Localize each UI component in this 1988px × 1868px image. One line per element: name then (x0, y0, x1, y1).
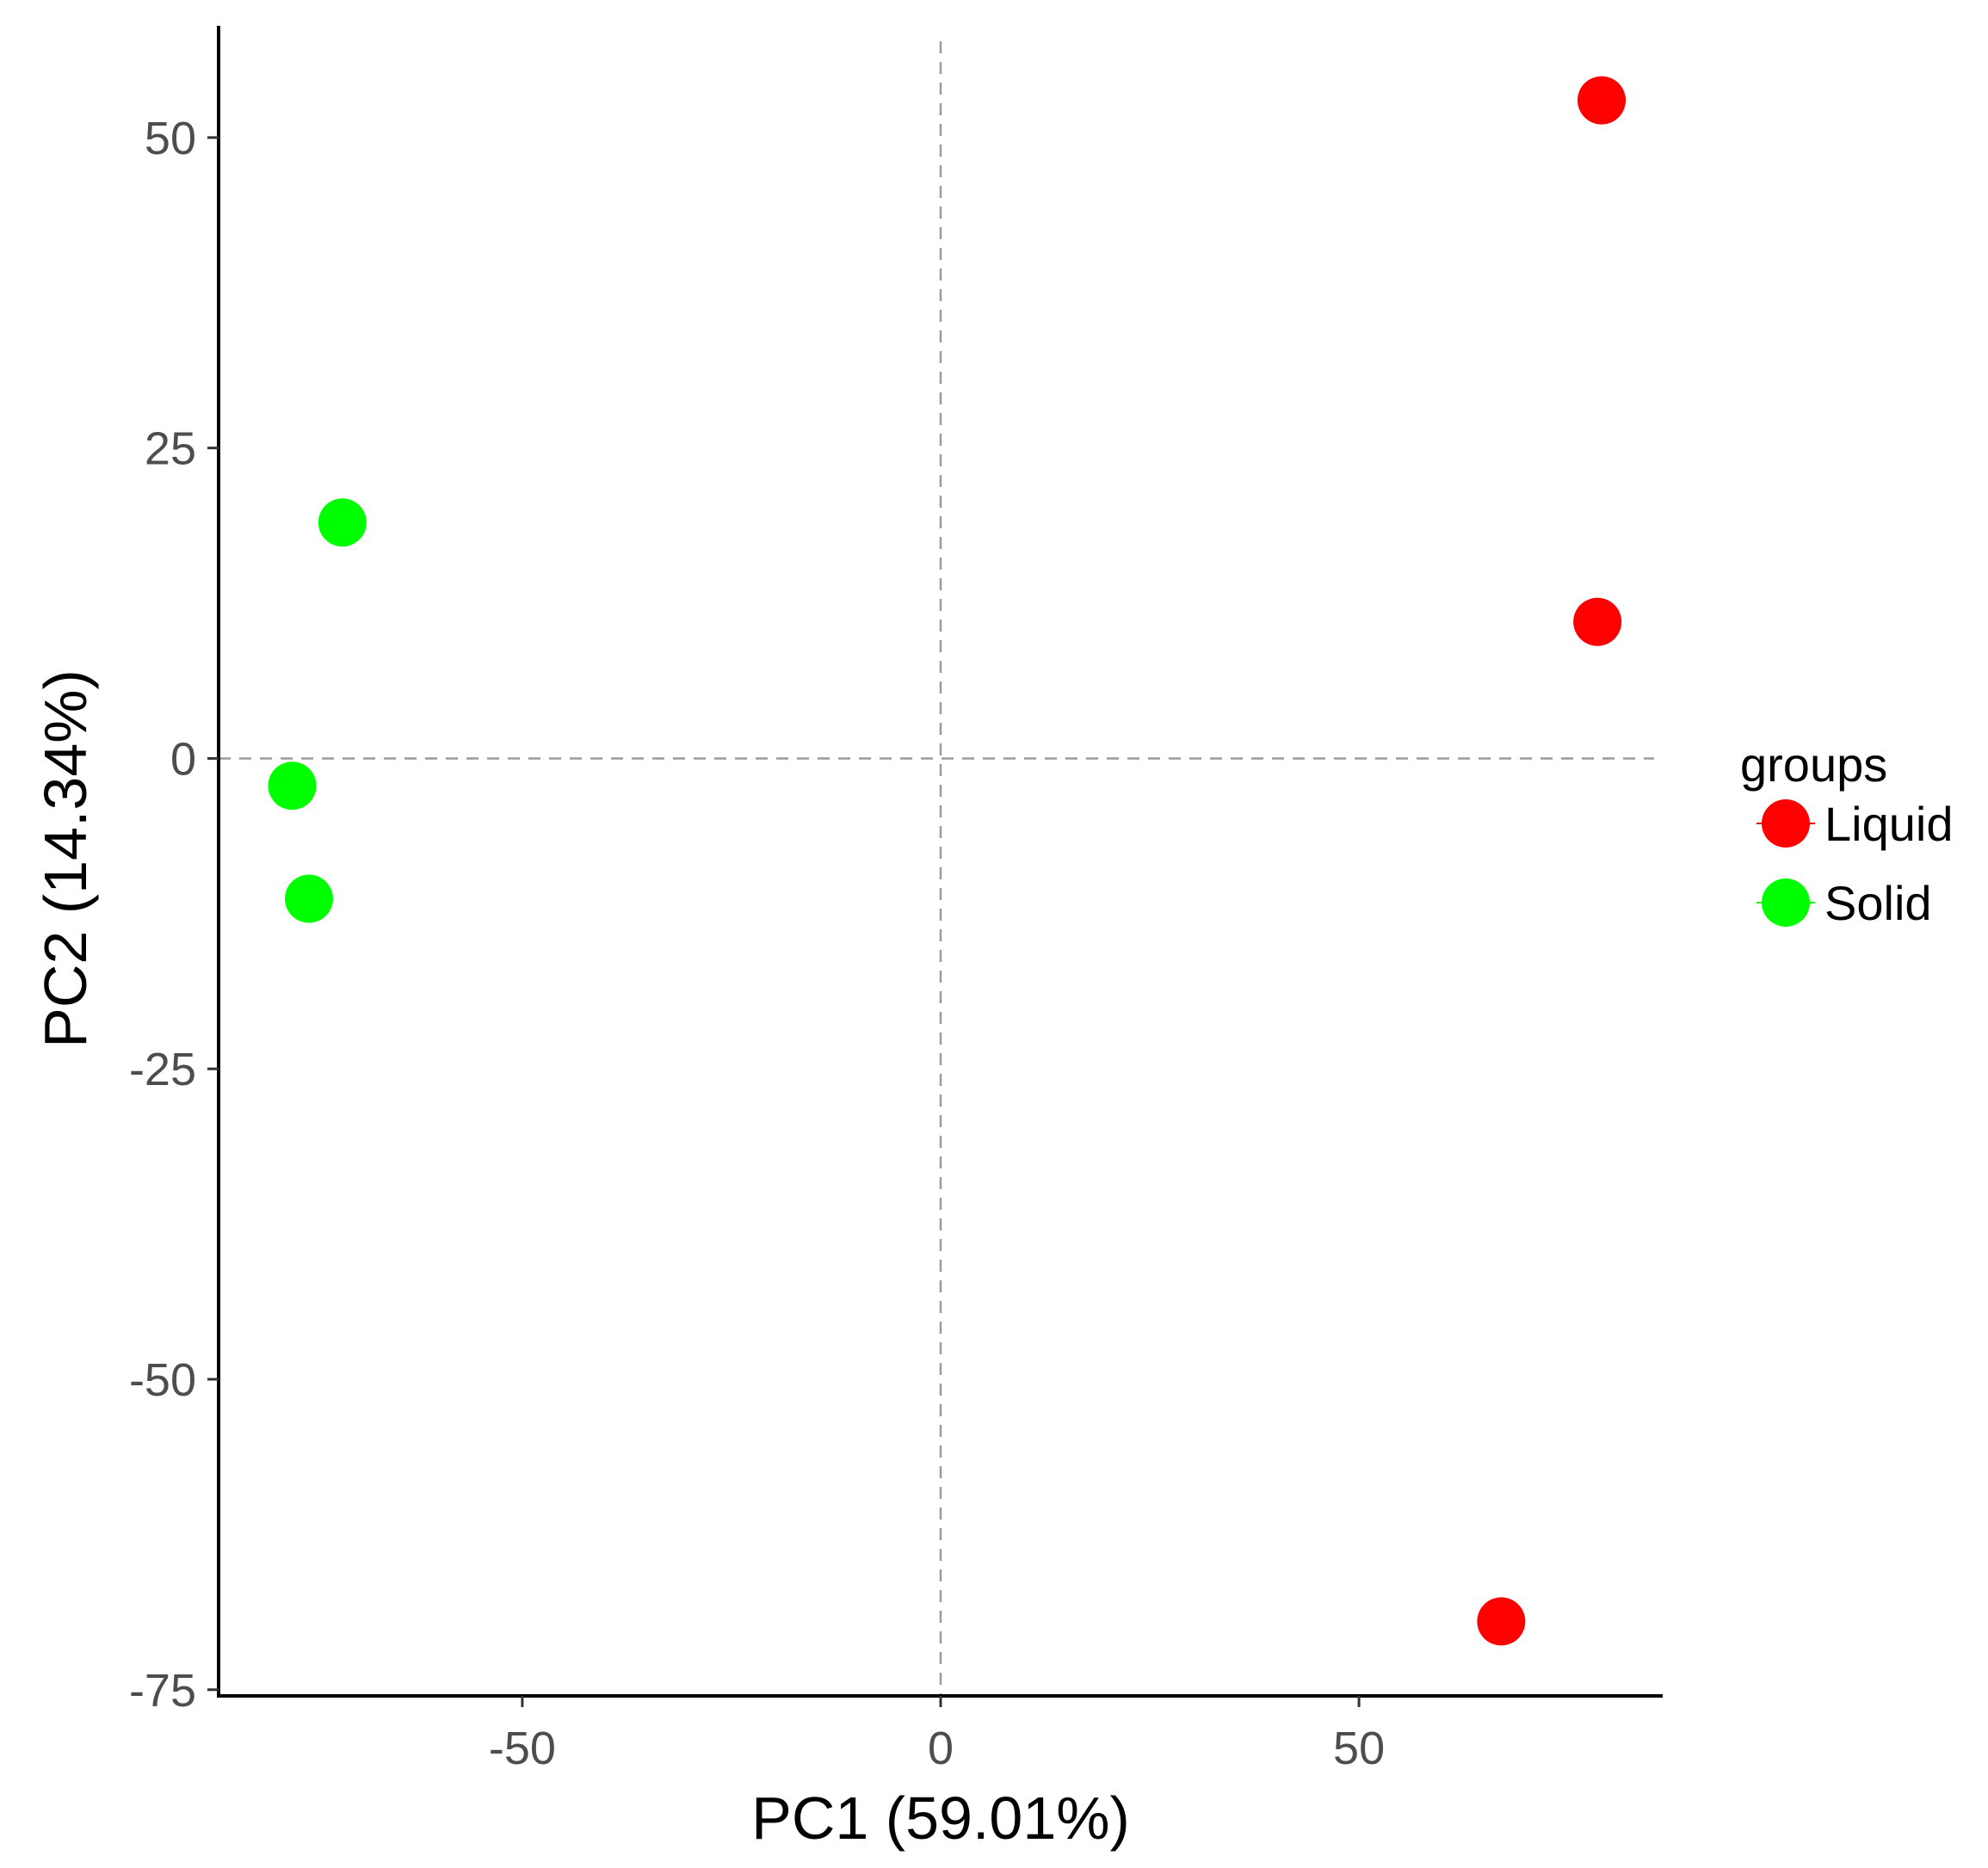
legend-key-liquid (1756, 799, 1815, 848)
legend-entries: Liquid Solid (1756, 797, 1953, 930)
data-points (268, 76, 1627, 1646)
y-tick-label: -25 (129, 1044, 196, 1095)
data-point-solid (318, 498, 367, 547)
data-point-solid (284, 874, 333, 923)
x-tick-label: 50 (1333, 1723, 1385, 1774)
legend: groups Liquid Solid (1740, 737, 1953, 930)
data-point-liquid (1573, 597, 1622, 646)
data-point-liquid (1577, 76, 1627, 125)
y-tick-label: -75 (129, 1665, 196, 1717)
data-point-solid (268, 761, 317, 811)
y-tick-label: -50 (129, 1354, 196, 1406)
y-axis-title: PC2 (14.34%) (32, 669, 99, 1048)
x-tick-label: 0 (928, 1723, 954, 1774)
x-axis-title: PC1 (59.01%) (751, 1785, 1130, 1852)
y-axis-ticks: 50 25 0 -25 -50 -75 (129, 113, 219, 1717)
y-tick-label: 0 (170, 733, 196, 785)
legend-label-solid: Solid (1824, 876, 1932, 930)
legend-key-solid (1756, 879, 1815, 927)
y-tick-label: 50 (145, 113, 196, 164)
data-point-liquid (1477, 1597, 1526, 1646)
x-axis-ticks: -50 0 50 (489, 1696, 1385, 1774)
legend-title: groups (1740, 737, 1887, 792)
x-tick-label: -50 (489, 1723, 556, 1774)
y-tick-label: 25 (145, 423, 196, 475)
legend-label-liquid: Liquid (1824, 797, 1953, 851)
